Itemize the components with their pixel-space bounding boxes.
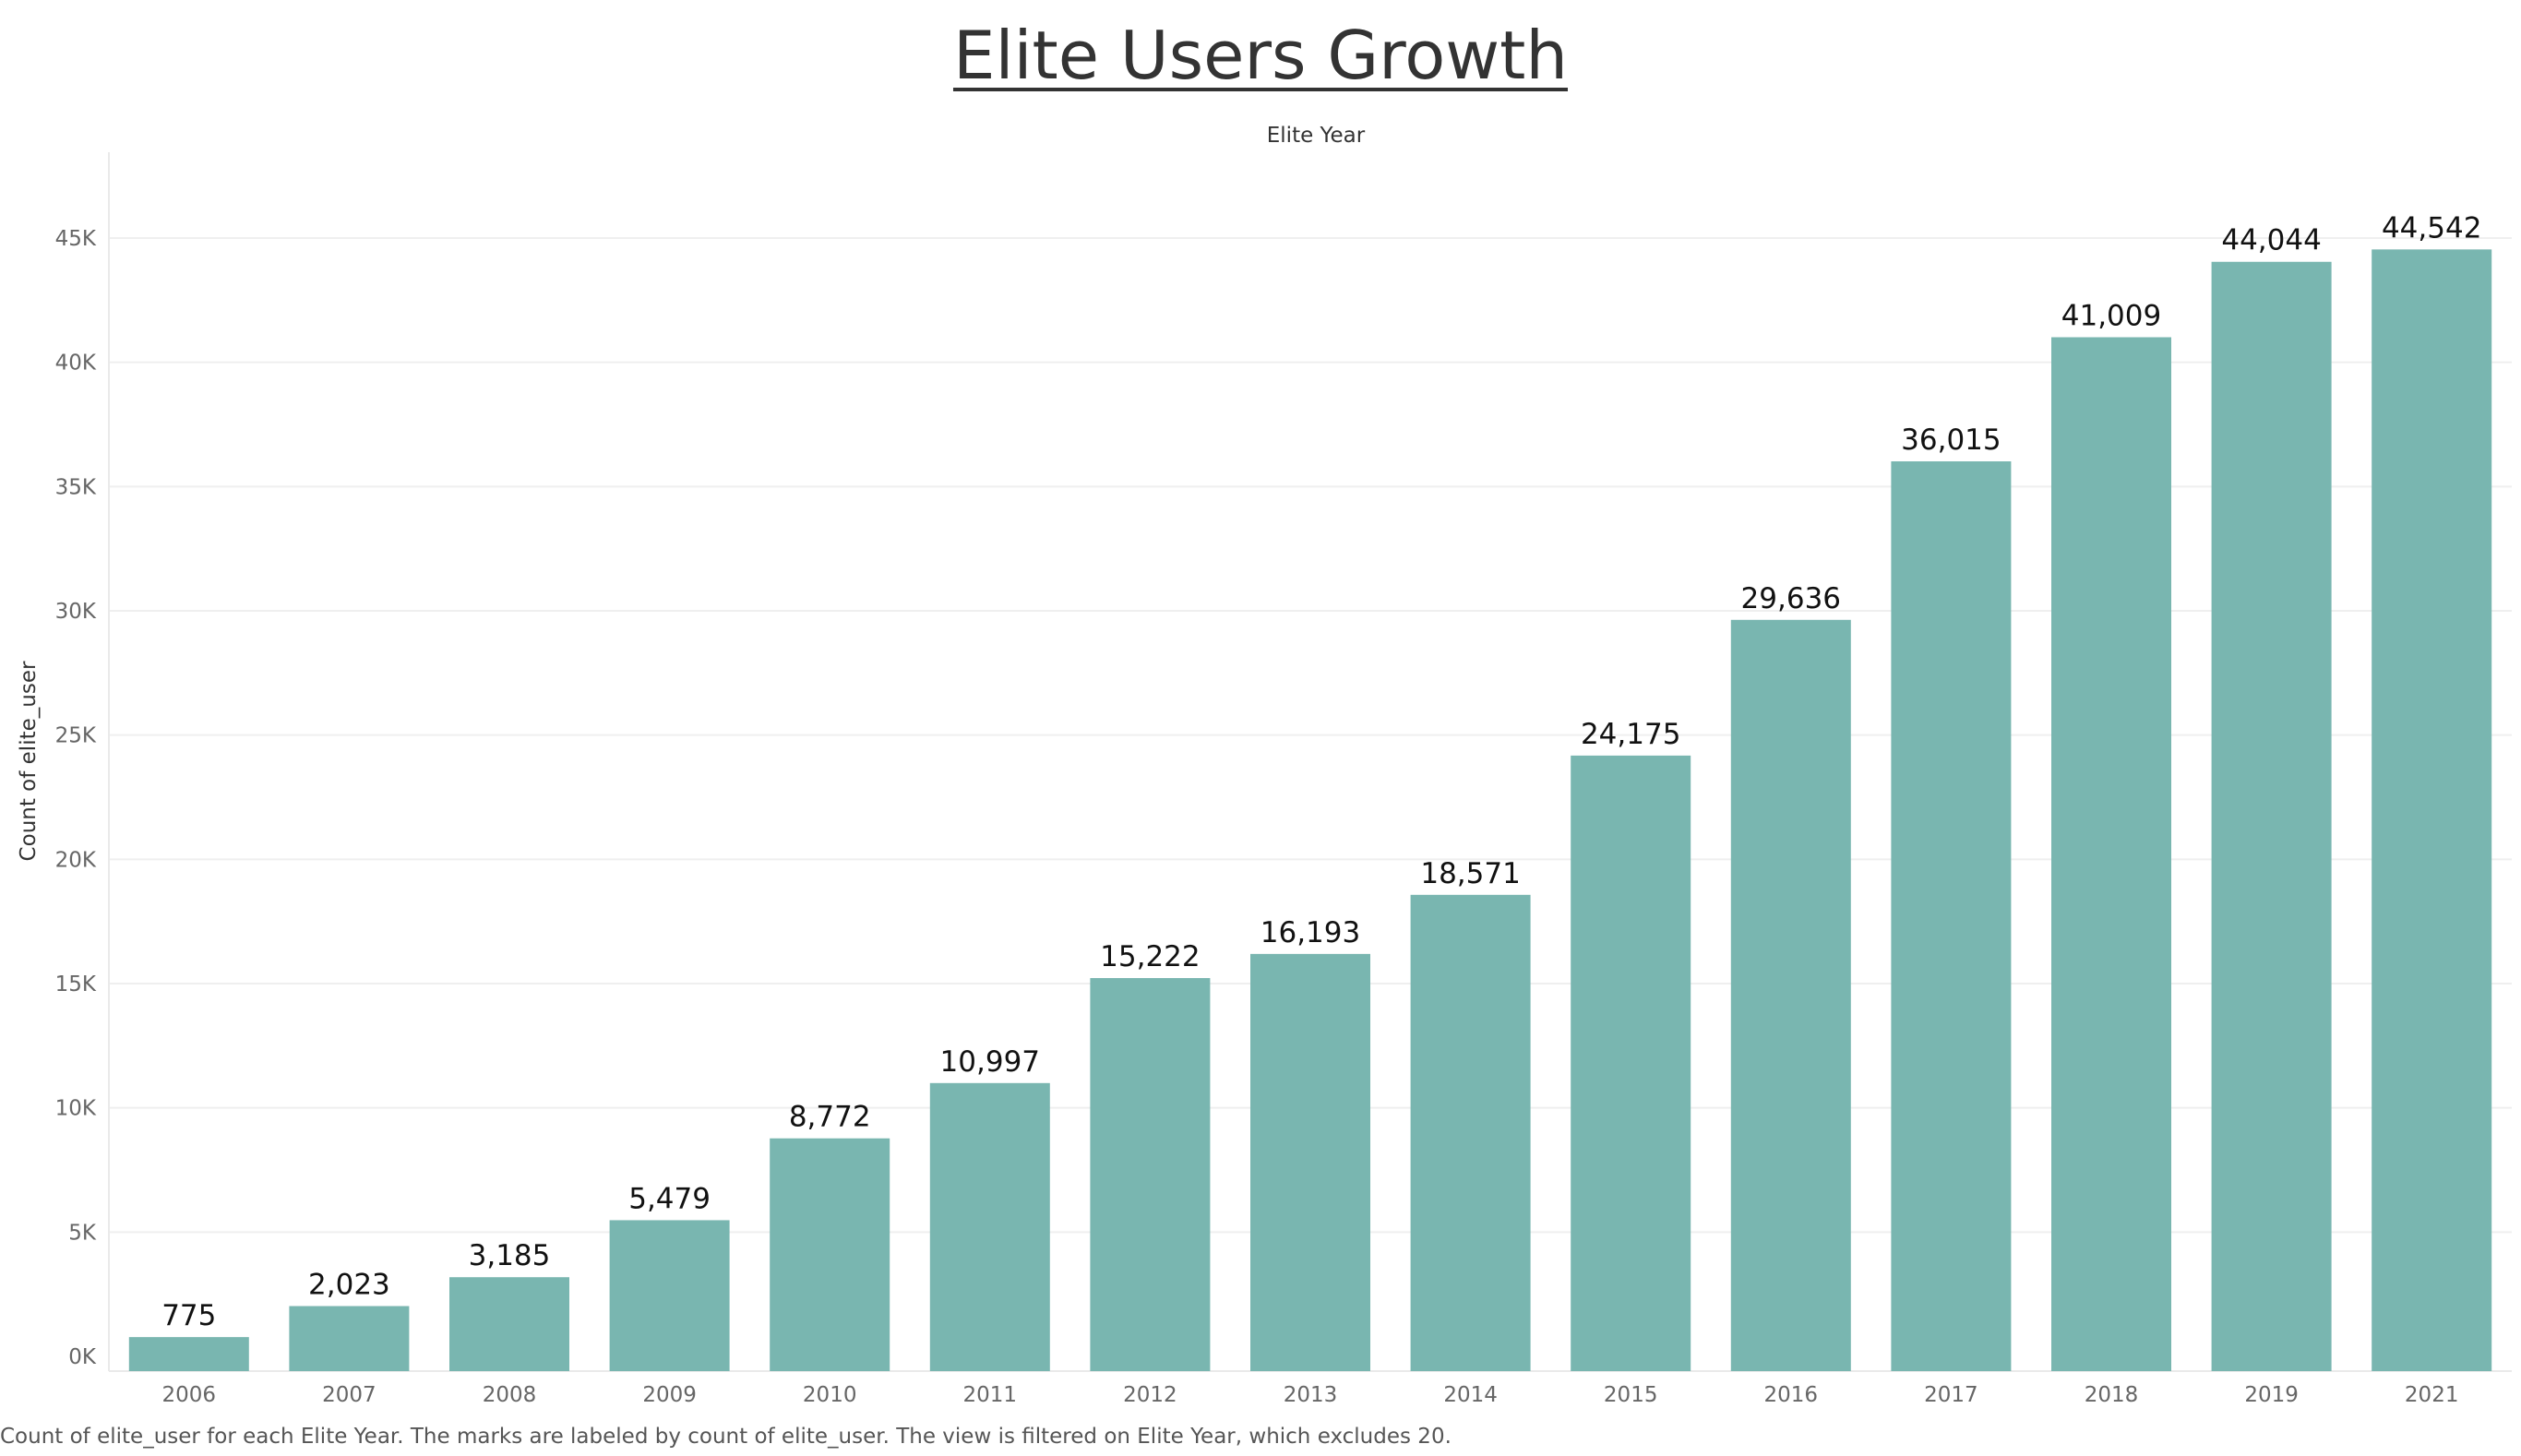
bar-value-label: 10,997 (940, 1045, 1040, 1079)
bar-value-label: 44,542 (2382, 211, 2481, 245)
bar-value-label: 18,571 (1420, 857, 1520, 890)
y-tick-label: 35K (55, 475, 97, 499)
bar-value-label: 775 (161, 1299, 216, 1332)
x-tick-label: 2019 (2244, 1383, 2299, 1407)
x-tick-label: 2009 (642, 1383, 697, 1407)
bar-2010[interactable] (770, 1138, 890, 1371)
bars (128, 249, 2492, 1372)
bar-2016[interactable] (1730, 619, 1851, 1371)
bar-2009[interactable] (609, 1220, 730, 1371)
bar-value-label: 16,193 (1260, 916, 1360, 949)
bar-2011[interactable] (929, 1082, 1050, 1371)
y-tick-label: 25K (55, 724, 97, 748)
x-tick-label: 2007 (322, 1383, 376, 1407)
y-tick-label: 0K (68, 1345, 97, 1369)
bar-2017[interactable] (1891, 460, 2012, 1372)
bar-value-label: 5,479 (628, 1182, 711, 1215)
bar-value-label: 8,772 (789, 1101, 871, 1134)
y-tick-labels: 0K 5K 10K 15K 20K 25K 30K 35K 40K 45K (55, 227, 97, 1369)
bar-value-labels: 775 2,023 3,185 5,479 8,772 10,997 15,222 16,19… (161, 211, 2481, 1332)
bar-value-label: 2,023 (308, 1269, 390, 1302)
x-tick-label: 2010 (803, 1383, 857, 1407)
x-tick-label: 2006 (162, 1383, 217, 1407)
bar-2019[interactable] (2211, 261, 2332, 1371)
y-axis-title: Count of elite_user (17, 661, 41, 861)
x-tick-label: 2012 (1123, 1383, 1177, 1407)
bar-value-label: 36,015 (1901, 424, 2001, 457)
bar-value-label: 15,222 (1100, 940, 1200, 973)
y-tick-label: 30K (55, 600, 97, 624)
x-tick-label: 2018 (2085, 1383, 2139, 1407)
y-tick-label: 5K (68, 1221, 97, 1245)
y-tick-label: 15K (55, 973, 97, 997)
bar-2012[interactable] (1090, 978, 1211, 1371)
bar-2008[interactable] (449, 1277, 569, 1371)
y-tick-label: 20K (55, 848, 97, 872)
x-axis-title: Elite Year (1267, 124, 1366, 148)
x-tick-label: 2014 (1443, 1383, 1498, 1407)
x-tick-label: 2008 (483, 1383, 537, 1407)
chart-title: Elite Users Growth (952, 17, 1569, 94)
bar-2014[interactable] (1410, 894, 1531, 1371)
bar-2021[interactable] (2372, 249, 2492, 1372)
chart-caption: Count of elite_user for each Elite Year.… (0, 1425, 1452, 1449)
bar-value-label: 24,175 (1581, 718, 1680, 751)
bar-2006[interactable] (128, 1337, 249, 1371)
bar-value-label: 41,009 (2061, 299, 2161, 332)
y-tick-label: 40K (55, 352, 97, 376)
bar-2015[interactable] (1571, 755, 1691, 1371)
bar-2018[interactable] (2051, 337, 2171, 1371)
x-tick-label: 2015 (1604, 1383, 1658, 1407)
x-tick-label: 2013 (1284, 1383, 1338, 1407)
bar-value-label: 29,636 (1741, 582, 1841, 615)
x-tick-label: 2017 (1924, 1383, 1978, 1407)
bar-value-label: 44,044 (2221, 224, 2321, 257)
bar-2013[interactable] (1250, 953, 1370, 1371)
x-tick-label: 2011 (963, 1383, 1018, 1407)
x-tick-label: 2021 (2405, 1383, 2459, 1407)
y-tick-label: 45K (55, 227, 97, 251)
bar-2007[interactable] (289, 1306, 410, 1371)
x-tick-label: 2016 (1764, 1383, 1819, 1407)
x-tick-labels: 2006 2007 2008 2009 2010 2011 2012 2013 2014 2015… (162, 1383, 2459, 1407)
bar-value-label: 3,185 (469, 1239, 551, 1272)
y-tick-label: 10K (55, 1097, 97, 1121)
